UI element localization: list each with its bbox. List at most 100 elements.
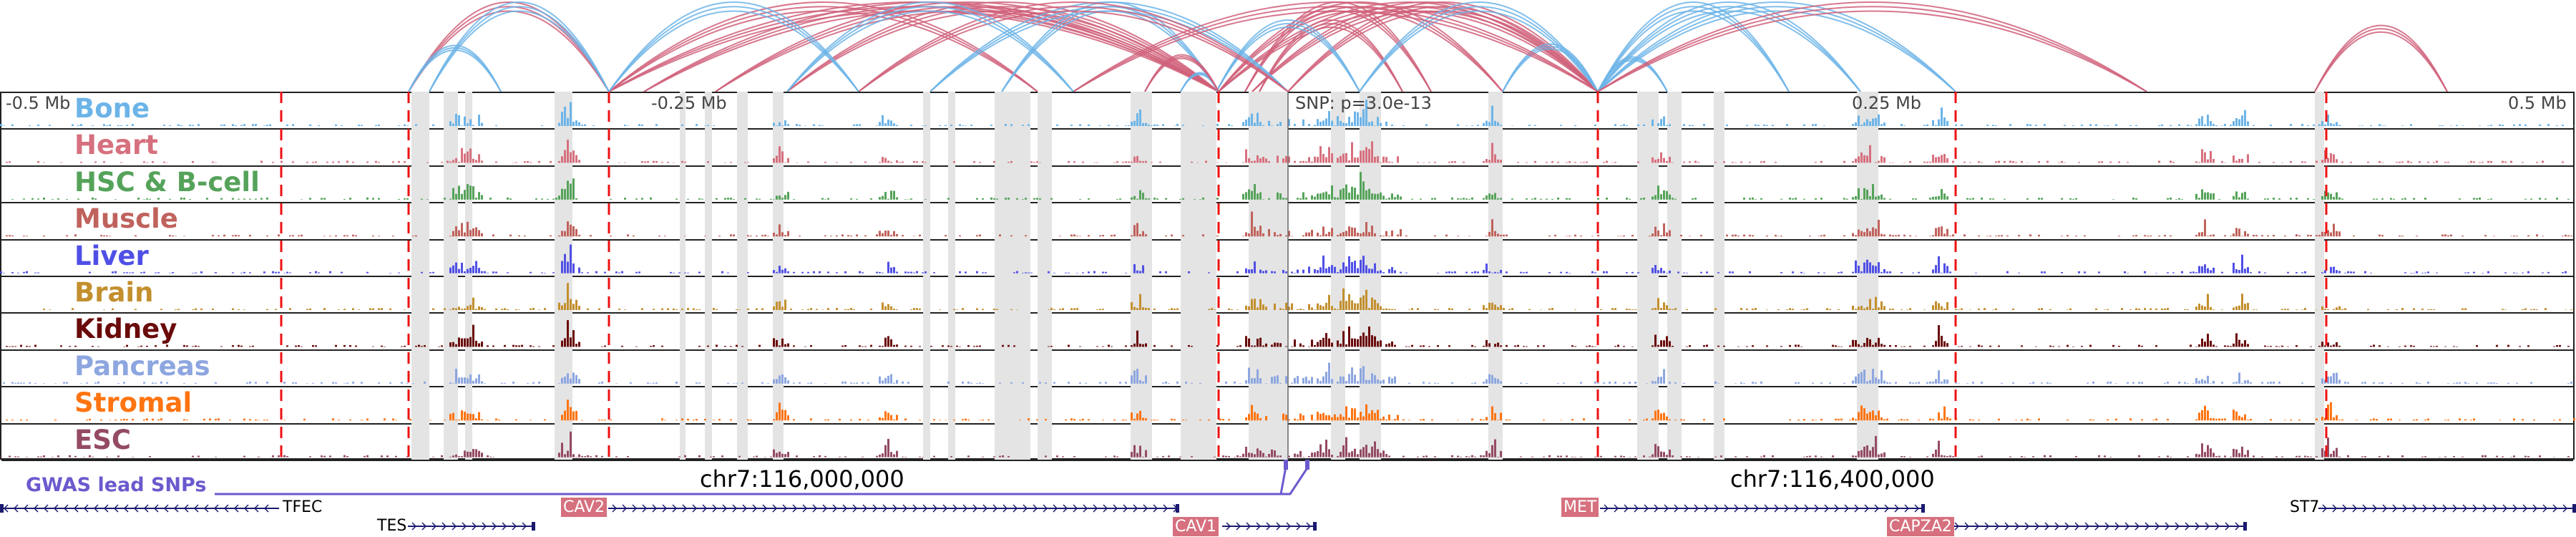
signal-bar <box>1929 198 1931 200</box>
signal-bar <box>1500 234 1502 237</box>
signal-bar <box>1362 150 1365 163</box>
signal-bar <box>1875 162 1877 163</box>
signal-bar <box>421 198 423 200</box>
signal-bar <box>884 445 887 458</box>
signal-bar <box>2150 308 2152 310</box>
signal-bar <box>2170 160 2172 163</box>
signal-bar <box>864 235 867 237</box>
signal-bar <box>1752 345 1754 347</box>
signal-bar <box>1998 418 2000 421</box>
signal-bar <box>859 271 861 274</box>
signal-bar <box>1743 382 1745 384</box>
signal-bar <box>495 271 497 274</box>
signal-bar <box>1889 309 1891 310</box>
signal-bar <box>1852 124 1854 126</box>
signal-bar <box>1672 309 1674 310</box>
signal-bar <box>1125 272 1127 274</box>
signal-bar <box>1488 343 1491 347</box>
signal-bar <box>638 124 640 126</box>
signal-bar <box>1760 161 1762 163</box>
gene-tes[interactable]: TES <box>377 517 407 535</box>
signal-bar <box>183 344 185 347</box>
gene-exon <box>1176 504 1179 513</box>
signal-bar <box>530 162 532 163</box>
signal-bar <box>1331 417 1333 421</box>
signal-bar <box>63 382 65 384</box>
signal-bar <box>1251 190 1253 200</box>
gene-st7[interactable]: ST7 <box>2290 498 2320 516</box>
strand-arrow <box>1904 504 1910 513</box>
signal-bar <box>2161 308 2163 310</box>
signal-bar <box>303 418 306 421</box>
signal-bar <box>1165 271 1167 274</box>
signal-bar <box>1863 155 1865 163</box>
strand-arrow <box>2024 522 2030 531</box>
signal-bar <box>1139 234 1141 237</box>
signal-bar <box>52 456 54 458</box>
signal-bar <box>1477 271 1479 274</box>
signal-bar <box>2464 419 2467 421</box>
signal-bar <box>1139 410 1141 421</box>
gene-capza2[interactable]: CAPZA2 <box>1887 517 1954 536</box>
signal-bar <box>1938 412 1940 421</box>
signal-bar <box>2158 160 2160 163</box>
signal-bar <box>1574 234 1576 237</box>
signal-bar <box>1915 382 1917 384</box>
signal-bar <box>1531 456 1533 458</box>
signal-bar <box>1526 271 1528 274</box>
signal-bar <box>1070 418 1073 421</box>
strand-arrow <box>1864 504 1870 513</box>
signal-bar <box>847 309 849 310</box>
signal-bar <box>175 309 177 310</box>
signal-bar <box>2301 309 2303 310</box>
signal-bar <box>779 146 781 163</box>
signal-bar <box>853 309 855 310</box>
signal-bar <box>94 161 97 163</box>
signal-bar <box>1357 417 1359 421</box>
signal-bar <box>1325 302 1327 310</box>
signal-bar <box>741 382 743 384</box>
signal-bar <box>561 442 563 458</box>
signal-bar <box>1918 382 1920 384</box>
gene-cav2[interactable]: CAV2 <box>561 498 608 517</box>
signal-bar <box>807 309 809 310</box>
signal-bar <box>1434 198 1436 200</box>
signal-bar <box>2562 272 2564 274</box>
signal-bar <box>2524 455 2527 458</box>
gene-tfec[interactable]: TFEC <box>283 498 323 516</box>
signal-bar <box>1852 197 1854 200</box>
signal-bar <box>335 344 337 347</box>
gene-met[interactable]: MET <box>1561 498 1599 517</box>
gene-cav1[interactable]: CAV1 <box>1173 517 1219 536</box>
signal-bar <box>441 162 443 163</box>
signal-bar <box>1483 161 1485 163</box>
signal-bar <box>876 455 878 458</box>
signal-bar <box>581 272 583 274</box>
signal-bar <box>2456 125 2458 126</box>
signal-bar <box>1302 309 1304 310</box>
signal-bar <box>2273 198 2275 200</box>
signal-bar <box>733 198 735 200</box>
signal-bar <box>1468 456 1470 458</box>
signal-bar <box>43 309 45 310</box>
signal-bar <box>1872 265 1874 274</box>
signal-bar <box>0 456 2 458</box>
gene-exon <box>2572 504 2576 513</box>
strand-arrow <box>1664 504 1669 513</box>
signal-bar <box>1820 198 1823 200</box>
signal-bar <box>11 198 14 200</box>
signal-bar <box>896 125 898 126</box>
signal-bar <box>458 337 460 347</box>
signal-bar <box>942 345 944 347</box>
signal-bar <box>1537 345 1539 347</box>
signal-bar <box>292 161 294 163</box>
signal-bar <box>601 381 603 384</box>
strand-arrow <box>53 504 59 513</box>
signal-bar <box>2567 235 2570 237</box>
signal-bar <box>965 418 967 421</box>
signal-bar <box>2230 125 2232 126</box>
signal-bar <box>890 267 892 274</box>
signal-bar <box>2204 264 2206 274</box>
signal-bar <box>1660 340 1662 347</box>
signal-bar <box>469 119 472 126</box>
